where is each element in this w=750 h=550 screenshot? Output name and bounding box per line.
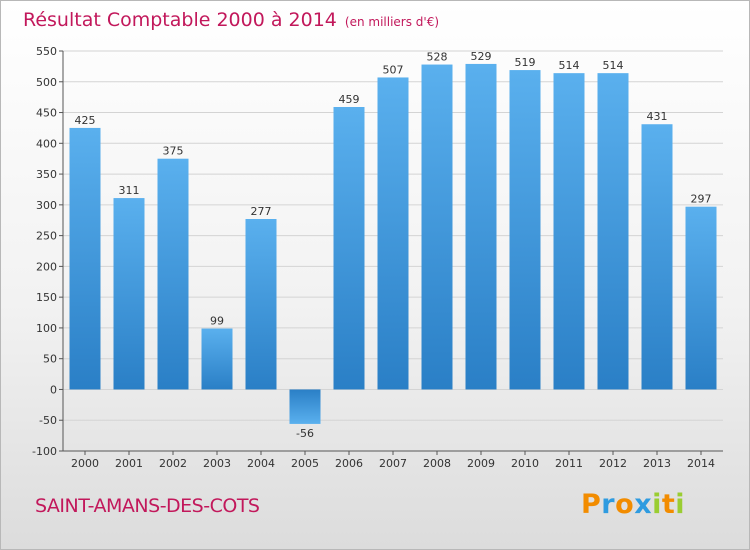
bar <box>113 198 145 390</box>
data-label: 528 <box>427 51 448 64</box>
y-tick-label: 450 <box>36 107 57 120</box>
logo-letter: P <box>581 489 602 520</box>
data-label: 99 <box>210 315 224 328</box>
logo-letter: i <box>675 489 686 520</box>
chart-title: Résultat Comptable 2000 à 2014 <box>23 9 337 31</box>
data-label: 519 <box>515 56 536 69</box>
y-tick-label: 400 <box>36 137 57 150</box>
proxiti-logo[interactable]: Proxiti <box>581 489 685 520</box>
bars <box>69 63 717 424</box>
x-tick-label: 2006 <box>335 457 363 470</box>
bar <box>245 219 277 390</box>
data-label: 425 <box>75 114 96 127</box>
x-tick-label: 2011 <box>555 457 583 470</box>
data-label: 311 <box>119 184 140 197</box>
data-label: 507 <box>383 63 404 76</box>
bar <box>289 389 321 424</box>
bar <box>69 127 101 390</box>
x-tick-label: 2004 <box>247 457 275 470</box>
bar <box>553 73 585 390</box>
bar <box>421 64 453 390</box>
x-tick-label: 2013 <box>643 457 671 470</box>
data-label: 529 <box>471 50 492 63</box>
chart-subtitle: (en milliers d'€) <box>344 15 440 29</box>
x-tick-label: 2002 <box>159 457 187 470</box>
y-tick-label: 350 <box>36 168 57 181</box>
y-tick-label: 550 <box>36 45 57 58</box>
logo-letter: o <box>615 489 635 520</box>
x-tick-label: 2007 <box>379 457 407 470</box>
y-tick-label: -50 <box>39 414 57 427</box>
data-label: 277 <box>251 205 272 218</box>
data-label: 459 <box>339 93 360 106</box>
logo-letter: t <box>661 489 676 520</box>
y-tick-label: 200 <box>36 260 57 273</box>
bar <box>333 107 365 390</box>
bar <box>377 77 409 390</box>
x-tick-label: 2005 <box>291 457 319 470</box>
x-tick-label: 2014 <box>687 457 715 470</box>
data-label: -56 <box>296 427 314 440</box>
bar <box>597 73 629 390</box>
y-tick-label: 0 <box>50 383 57 396</box>
value-labels: 425 311 375 99 277 -56 459 507 528 529 519 514 514 43… <box>75 50 712 440</box>
logo-letter: i <box>652 489 662 520</box>
y-tick-label: 150 <box>36 291 57 304</box>
logo-letter: r <box>601 489 616 520</box>
y-tick-label: 250 <box>36 230 57 243</box>
bar <box>509 70 541 390</box>
x-tick-label: 2009 <box>467 457 495 470</box>
data-label: 514 <box>559 59 580 72</box>
data-label: 375 <box>163 145 184 158</box>
data-label: 297 <box>691 193 712 206</box>
x-tick-label: 2008 <box>423 457 451 470</box>
y-tick-label: 500 <box>36 76 57 89</box>
x-tick-label: 2003 <box>203 457 231 470</box>
bar <box>201 328 233 390</box>
bar <box>465 63 497 390</box>
bar <box>157 158 189 390</box>
logo-letter: x <box>634 489 653 520</box>
y-tick-label: 100 <box>36 322 57 335</box>
x-tick-label: 2012 <box>599 457 627 470</box>
chart-title-block: Résultat Comptable 2000 à 2014 (en millie… <box>23 9 439 31</box>
x-tick-label: 2010 <box>511 457 539 470</box>
y-tick-label: 50 <box>43 353 57 366</box>
commune-name: SAINT-AMANS-DES-COTS <box>35 495 260 517</box>
data-label: 514 <box>603 59 624 72</box>
bar <box>641 124 673 390</box>
data-label: 431 <box>647 110 668 123</box>
tick-labels: -100 -50 0 50 100 150 200 250 300 350 400 450 500 550… <box>32 45 715 470</box>
y-tick-label: -100 <box>32 445 57 458</box>
x-tick-label: 2001 <box>115 457 143 470</box>
bar <box>685 206 717 390</box>
x-tick-label: 2000 <box>71 457 99 470</box>
y-tick-label: 300 <box>36 199 57 212</box>
axes <box>59 50 723 455</box>
